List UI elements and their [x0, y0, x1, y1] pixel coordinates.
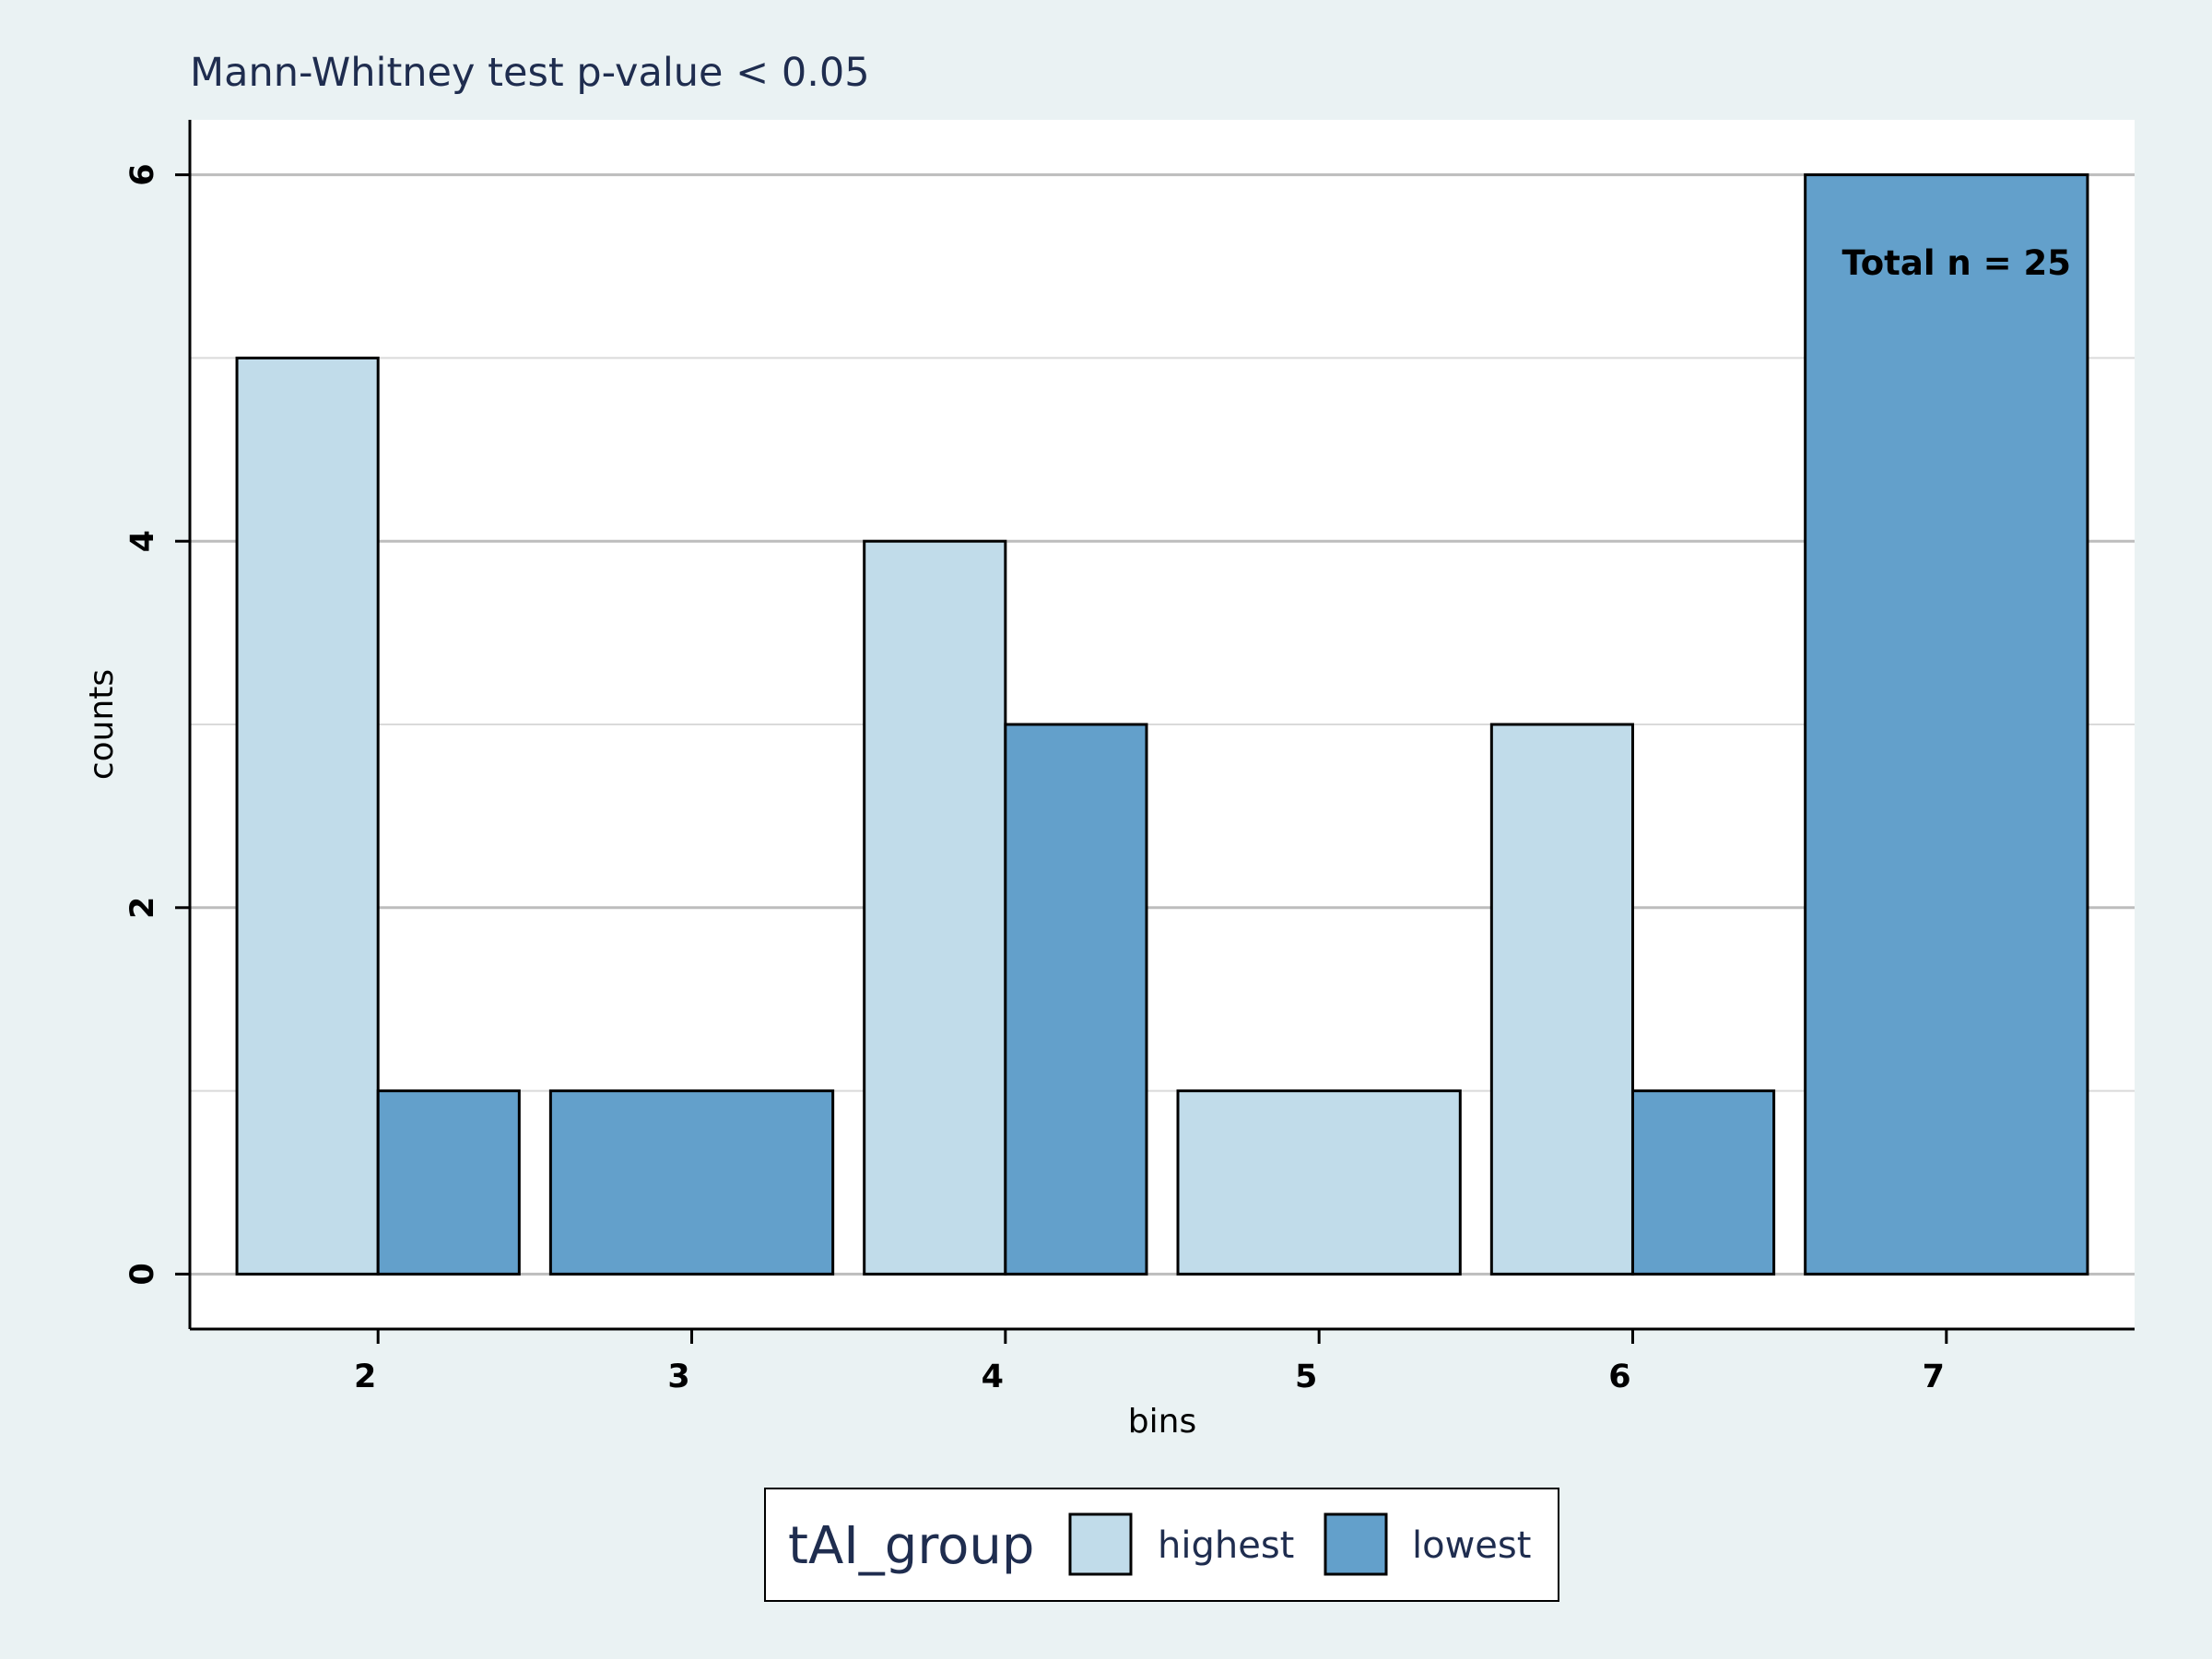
bar-lowest-6 — [1630, 1089, 1776, 1276]
x-tick-label: 4 — [982, 1359, 1004, 1395]
bar-highest-4 — [863, 539, 1007, 1276]
legend-frame — [764, 1488, 1559, 1602]
y-axis-label: counts — [83, 669, 121, 780]
bar-lowest-4 — [1004, 723, 1148, 1276]
y-tick-label: 4 — [124, 530, 161, 552]
bar-highest-6 — [1489, 723, 1634, 1276]
bar-lowest-3 — [548, 1089, 835, 1276]
legend: tAI_group highest lowest — [764, 1488, 1559, 1602]
legend-swatch-highest — [1068, 1512, 1133, 1576]
legend-label-highest: highest — [1158, 1524, 1294, 1567]
y-tick-label: 0 — [124, 1263, 161, 1285]
bar-highest-5 — [1176, 1089, 1462, 1276]
total-annotation: Total n = 25 — [1841, 243, 2071, 283]
x-tick-label: 6 — [1608, 1359, 1630, 1395]
legend-swatch-lowest — [1324, 1512, 1388, 1576]
bar-highest-2 — [235, 356, 380, 1276]
y-tick-label: 2 — [124, 897, 161, 919]
x-tick-label: 7 — [1923, 1359, 1945, 1395]
chart-title: Mann-Whitney test p-value < 0.05 — [190, 50, 870, 96]
bar-lowest-2 — [376, 1089, 521, 1276]
x-tick-label: 5 — [1295, 1359, 1317, 1395]
x-tick-label: 2 — [354, 1359, 376, 1395]
bar-lowest-7 — [1804, 173, 2089, 1276]
x-tick-label: 3 — [667, 1359, 689, 1395]
legend-title: tAI_group — [788, 1516, 1034, 1576]
legend-label-lowest: lowest — [1412, 1524, 1531, 1567]
x-axis-label: bins — [1128, 1403, 1196, 1441]
y-tick-label: 6 — [124, 163, 161, 185]
